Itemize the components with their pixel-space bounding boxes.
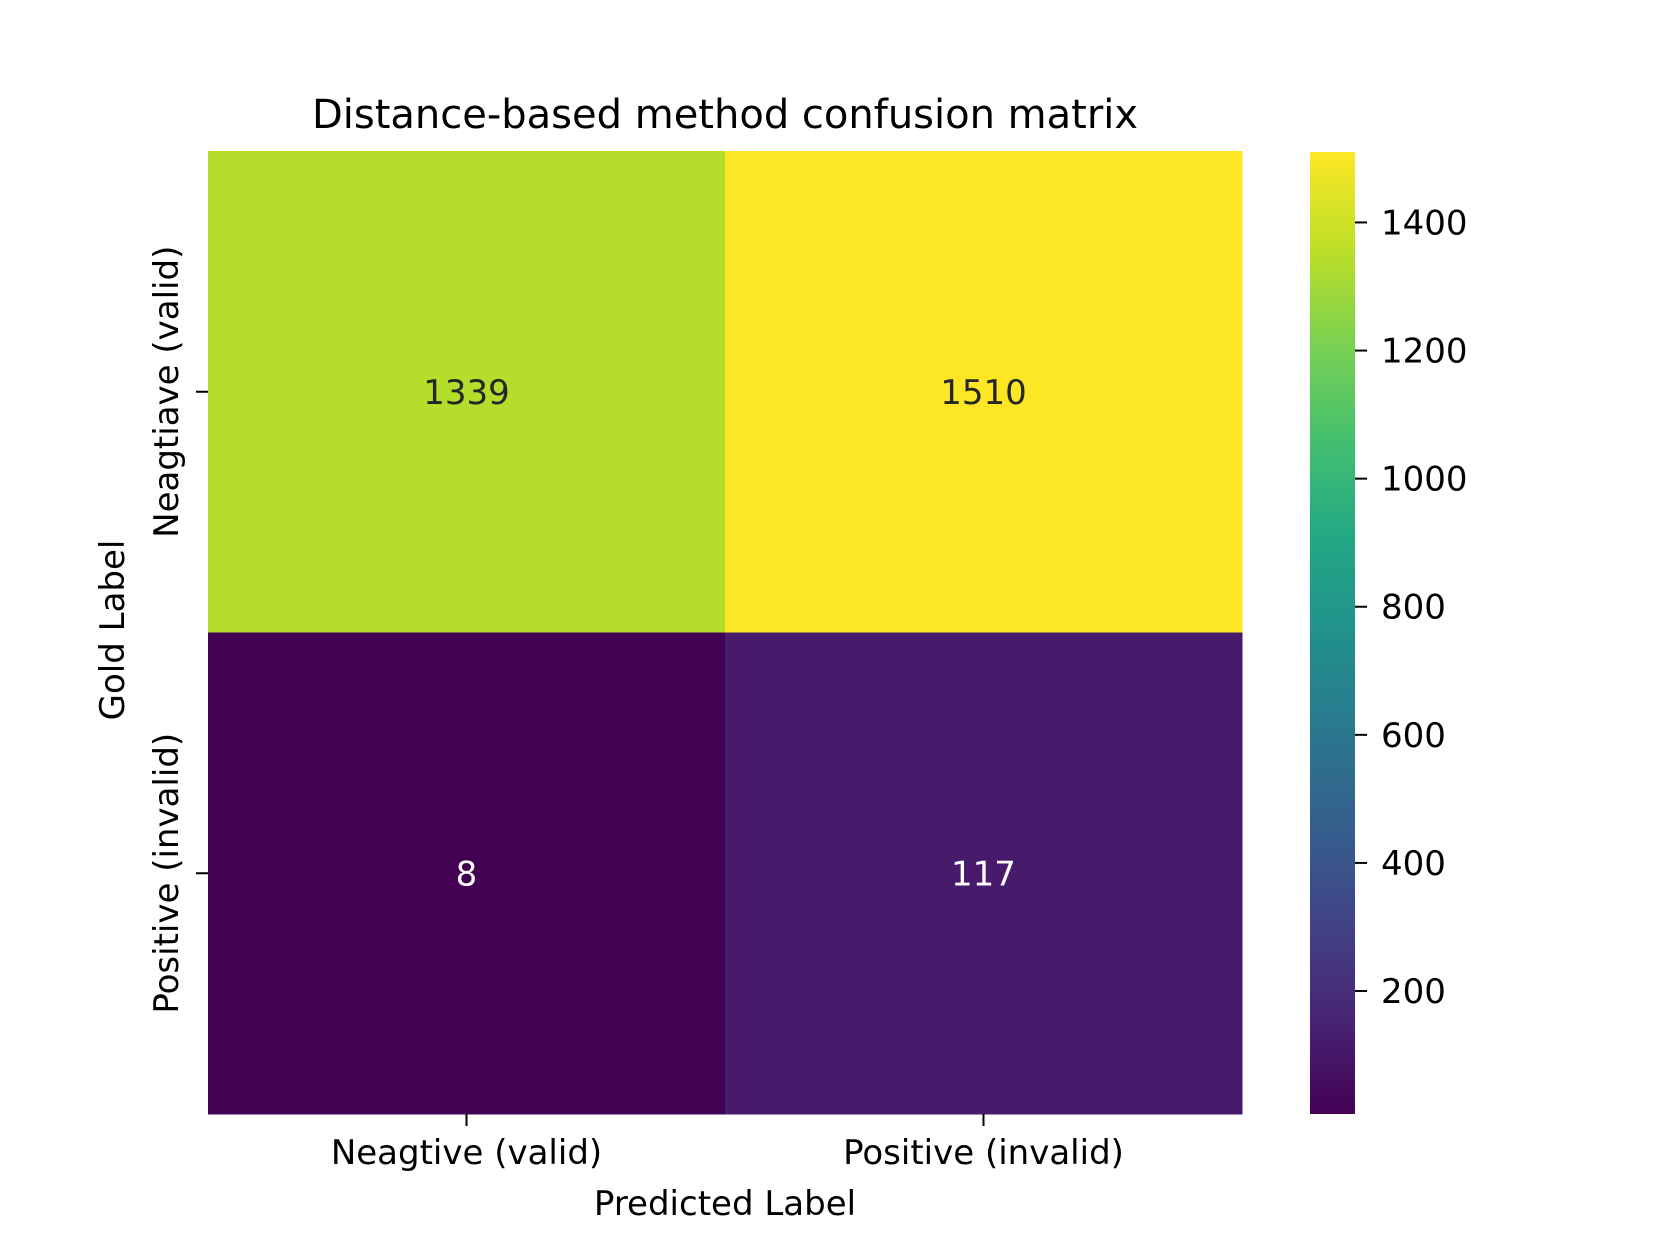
x-tick-label: Positive (invalid) xyxy=(843,1133,1124,1173)
colorbar-tick-label: 1200 xyxy=(1381,332,1468,372)
heatmap-cell xyxy=(208,151,726,633)
heatmap-cell xyxy=(725,151,1243,633)
colorbar-tick-label: 1000 xyxy=(1381,460,1468,500)
colorbar-tick-label: 1400 xyxy=(1381,203,1468,243)
heatmap-cell xyxy=(725,632,1243,1115)
colorbar-tick-label: 200 xyxy=(1381,972,1446,1012)
heatmap-cell-value: 8 xyxy=(456,854,478,894)
x-axis-label: Predicted Label xyxy=(594,1184,856,1224)
heatmap-cell-labels: 1339 1510 8 117 xyxy=(423,373,1027,895)
heatmap-cell-value: 117 xyxy=(951,854,1016,894)
chart-title: Distance-based method confusion matrix xyxy=(312,92,1138,138)
heatmap-cell-value: 1339 xyxy=(423,373,510,413)
y-axis-label: Gold Label xyxy=(93,540,133,721)
heatmap-cell xyxy=(208,632,726,1115)
colorbar-tick-label: 600 xyxy=(1381,716,1446,756)
colorbar-tick-label: 400 xyxy=(1381,844,1446,884)
x-tick-label: Neagtive (valid) xyxy=(331,1133,602,1173)
colorbar xyxy=(1310,152,1355,1114)
colorbar-axis: 200 400 600 800 1000 1200 1400 xyxy=(1355,203,1468,1012)
y-tick-label: Neagtiave (valid) xyxy=(147,246,187,538)
x-axis: Neagtive (valid) Positive (invalid) xyxy=(331,1114,1124,1173)
y-axis: Neagtiave (valid) Positive (invalid) xyxy=(147,246,208,1014)
y-tick-label: Positive (invalid) xyxy=(147,733,187,1014)
heatmap-cells xyxy=(208,151,1243,1115)
colorbar-tick-label: 800 xyxy=(1381,588,1446,628)
heatmap-cell-value: 1510 xyxy=(940,373,1027,413)
